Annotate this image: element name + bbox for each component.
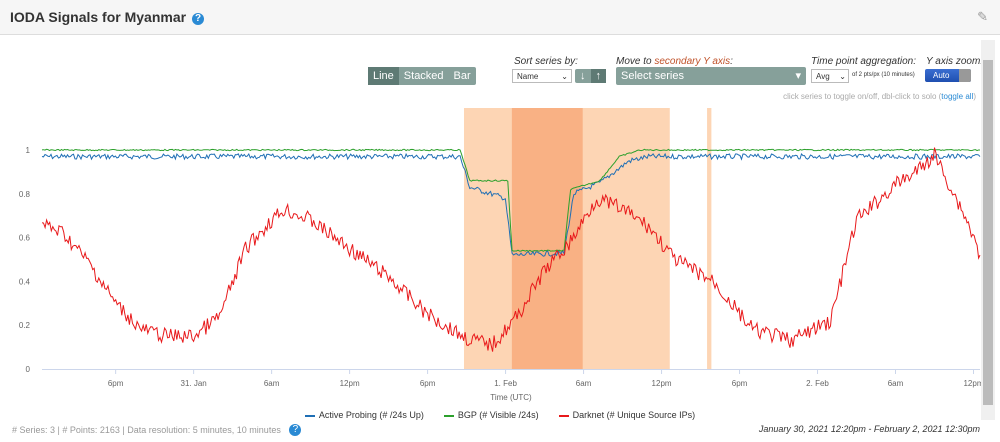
y-tick-label: 0.2: [19, 321, 31, 330]
hint-text: ): [973, 92, 976, 101]
question-circle-icon[interactable]: ?: [192, 13, 205, 25]
x-tick-label: 2. Feb: [806, 379, 829, 388]
yzoom-label: Y axis zoom:: [926, 56, 984, 67]
toggle-all-link[interactable]: toggle all: [941, 92, 974, 101]
aggregation-value: Avg: [816, 72, 830, 81]
select-series-dropdown[interactable]: Select series ▾: [616, 67, 806, 85]
question-circle-icon[interactable]: ?: [289, 424, 302, 436]
panel-header: IODA Signals for Myanmar? ✎: [0, 0, 1000, 35]
toggle-hint: click series to toggle on/off, dbl-click…: [783, 92, 976, 101]
aggregation-note: of 2 pts/px (10 minutes): [852, 72, 915, 78]
x-tick-label: 12pm: [963, 379, 983, 388]
x-tick-label: 6am: [888, 379, 904, 388]
legend-item[interactable]: BGP (# Visible /24s): [443, 410, 539, 420]
secondary-axis-label: Move to secondary Y axis:: [616, 56, 733, 67]
title-text: IODA Signals for Myanmar: [10, 9, 187, 25]
label-part: Move to: [616, 56, 655, 67]
hint-text: click series to toggle on/off, dbl-click…: [783, 92, 942, 101]
bar-button[interactable]: Bar: [453, 70, 471, 82]
legend-label: BGP (# Visible /24s): [457, 410, 539, 420]
series-line: [41, 148, 980, 252]
external-edit-icon[interactable]: ✎: [977, 9, 988, 24]
legend-label: Active Probing (# /24s Up): [318, 410, 424, 420]
legend-label: Darknet (# Unique Source IPs): [572, 410, 696, 420]
series-line: [41, 152, 981, 257]
legend-swatch: [558, 414, 569, 417]
sort-direction: ↓ ↑: [575, 69, 606, 83]
x-tick-label: 6pm: [420, 379, 436, 388]
legend-item[interactable]: Darknet (# Unique Source IPs): [558, 410, 696, 420]
series-info-text: # Series: 3 | # Points: 2163 | Data reso…: [12, 425, 281, 435]
select-series-text: Select series: [621, 70, 684, 82]
x-tick-label: 6pm: [108, 379, 124, 388]
outage-band: [511, 108, 583, 369]
legend-item[interactable]: Active Probing (# /24s Up): [304, 410, 424, 420]
y-tick-label: 0.4: [19, 277, 31, 286]
scrollbar[interactable]: [981, 40, 995, 420]
page-title: IODA Signals for Myanmar?: [10, 9, 205, 25]
line-button[interactable]: Line: [368, 67, 399, 85]
sort-select[interactable]: Name ⌄: [512, 69, 572, 83]
x-tick-label: 6am: [576, 379, 592, 388]
x-tick-label: 6am: [264, 379, 280, 388]
y-tick-label: 0: [26, 365, 31, 374]
legend-swatch: [304, 414, 315, 417]
y-tick-label: 0.6: [19, 234, 31, 243]
series-info: # Series: 3 | # Points: 2163 | Data reso…: [12, 424, 302, 436]
x-tick-label: 31. Jan: [181, 379, 207, 388]
y-tick-label: 0.8: [19, 190, 31, 199]
x-tick-label: 1. Feb: [494, 379, 517, 388]
sort-value: Name: [517, 72, 539, 81]
x-tick-label: 6pm: [732, 379, 748, 388]
stacked-button[interactable]: Stacked: [403, 70, 444, 82]
label-part: :: [730, 56, 733, 67]
aggregation-label: Time point aggregation:: [811, 56, 916, 67]
x-axis-title: Time (UTC): [490, 393, 532, 402]
yzoom-toggle[interactable]: Auto: [925, 69, 971, 82]
y-tick-label: 1: [26, 146, 31, 155]
x-tick-label: 12pm: [652, 379, 672, 388]
caret-down-icon: ▾: [795, 70, 801, 82]
series-line: [41, 147, 981, 352]
sort-label: Sort series by:: [514, 56, 578, 67]
yzoom-value: Auto: [933, 71, 950, 80]
chart-legend: Active Probing (# /24s Up) BGP (# Visible…: [0, 410, 1000, 420]
chart-type-toggle: Line Stacked Bar: [368, 67, 476, 85]
legend-swatch: [443, 414, 454, 417]
label-accent: secondary Y axis: [654, 56, 731, 67]
aggregation-select[interactable]: Avg ⌄: [811, 69, 849, 83]
sort-asc-button[interactable]: ↑: [590, 69, 606, 83]
outage-band: [707, 108, 712, 369]
sort-desc-button[interactable]: ↓: [580, 70, 586, 82]
time-range: January 30, 2021 12:20pm - February 2, 2…: [758, 424, 980, 434]
x-tick-label: 12pm: [340, 379, 360, 388]
